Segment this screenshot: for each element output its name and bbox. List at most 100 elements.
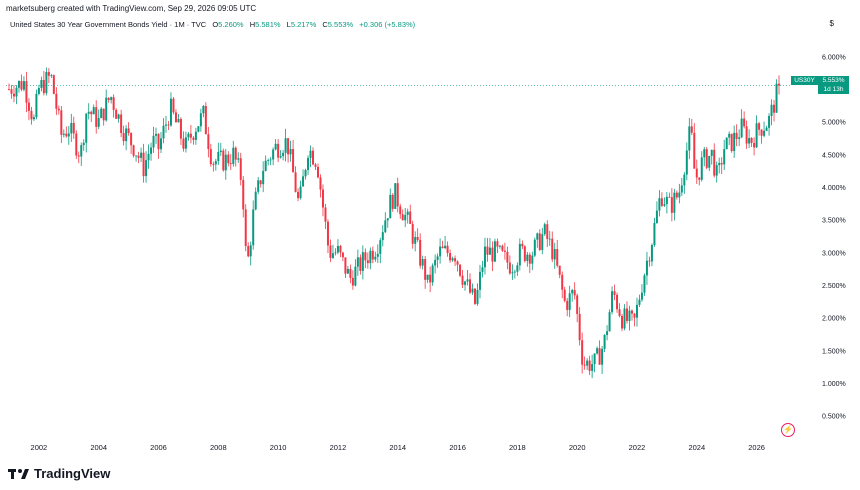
candle-body bbox=[675, 192, 678, 198]
candle-body bbox=[663, 204, 666, 206]
candle-body bbox=[648, 260, 651, 262]
candle-body bbox=[107, 97, 110, 101]
high-label: H bbox=[249, 20, 256, 29]
brand-name: TradingView bbox=[34, 466, 111, 481]
candle-body bbox=[197, 126, 200, 132]
candle-body bbox=[164, 124, 167, 126]
candle-body bbox=[247, 246, 250, 257]
candle-body bbox=[359, 257, 362, 271]
candle-body bbox=[638, 299, 641, 305]
candle-body bbox=[376, 253, 379, 257]
candle-body bbox=[389, 194, 392, 219]
y-tick-label: 3.000% bbox=[822, 250, 846, 257]
candle-body bbox=[496, 241, 499, 247]
candle-body bbox=[212, 164, 215, 165]
candle-body bbox=[481, 267, 484, 272]
candle-body bbox=[364, 252, 367, 261]
candle-body bbox=[645, 260, 648, 276]
candle-body bbox=[528, 254, 531, 264]
tradingview-brand[interactable]: TradingView bbox=[8, 466, 110, 481]
candle-body bbox=[135, 155, 138, 157]
candle-body bbox=[87, 111, 90, 114]
candle-body bbox=[326, 221, 329, 246]
candle-body bbox=[130, 133, 133, 146]
candle-body bbox=[670, 197, 673, 213]
candle-body bbox=[254, 191, 257, 210]
candle-body bbox=[117, 114, 120, 119]
candle-body bbox=[262, 170, 265, 185]
candle-body bbox=[653, 222, 656, 245]
candle-body bbox=[120, 114, 123, 134]
price-marker: 5.553% 1d 13h bbox=[818, 76, 849, 94]
candle-body bbox=[192, 137, 195, 140]
candle-body bbox=[461, 275, 464, 285]
candle-body bbox=[90, 111, 93, 115]
candle-body bbox=[316, 166, 319, 178]
candle-body bbox=[294, 172, 297, 192]
candle-body bbox=[488, 247, 491, 255]
candle-body bbox=[688, 126, 691, 151]
candle-body bbox=[267, 160, 270, 161]
candle-body bbox=[224, 154, 227, 171]
candle-body bbox=[92, 107, 95, 115]
candle-body bbox=[411, 223, 414, 244]
candle-body bbox=[67, 133, 70, 137]
x-tick-label: 2024 bbox=[688, 443, 705, 452]
candle-body bbox=[758, 123, 761, 130]
candle-body bbox=[563, 289, 566, 301]
candle-body bbox=[279, 156, 282, 158]
candle-body bbox=[269, 159, 272, 161]
x-tick-label: 2010 bbox=[270, 443, 287, 452]
candle-body bbox=[635, 304, 638, 318]
candle-body bbox=[374, 256, 377, 260]
candle-body bbox=[60, 110, 63, 135]
x-tick-label: 2008 bbox=[210, 443, 227, 452]
candle-body bbox=[733, 132, 736, 152]
candle-body bbox=[431, 265, 434, 283]
candle-body bbox=[426, 274, 429, 280]
candle-body bbox=[187, 133, 190, 138]
candle-body bbox=[396, 183, 399, 207]
candle-body bbox=[346, 268, 349, 274]
currency-label[interactable]: $ bbox=[829, 19, 834, 28]
candle-body bbox=[75, 133, 78, 156]
candle-body bbox=[329, 245, 332, 258]
symbol-description[interactable]: United States 30 Year Government Bonds Y… bbox=[10, 20, 207, 29]
candle-body bbox=[399, 206, 402, 215]
lightning-bolt-icon[interactable]: ⚡ bbox=[781, 423, 795, 437]
candle-body bbox=[561, 274, 564, 290]
candle-body bbox=[237, 158, 240, 160]
candle-body bbox=[596, 348, 599, 354]
candle-body bbox=[608, 312, 611, 332]
candle-body bbox=[127, 128, 130, 134]
candle-body bbox=[361, 252, 364, 271]
candle-body bbox=[503, 250, 506, 252]
candle-body bbox=[80, 145, 83, 157]
candle-body bbox=[501, 245, 504, 251]
candle-body bbox=[204, 105, 207, 135]
candle-body bbox=[264, 160, 267, 171]
y-tick-label: 1.000% bbox=[822, 381, 846, 388]
candle-body bbox=[140, 152, 143, 158]
candle-body bbox=[157, 133, 160, 150]
candle-body bbox=[643, 275, 646, 293]
candle-body bbox=[324, 207, 327, 222]
candle-body bbox=[456, 261, 459, 265]
candle-body bbox=[55, 93, 58, 109]
candle-body bbox=[491, 247, 494, 262]
candle-body bbox=[685, 150, 688, 175]
candle-body bbox=[105, 97, 108, 121]
candle-body bbox=[728, 133, 731, 138]
candle-body bbox=[169, 98, 172, 126]
symbol-legend: United States 30 Year Government Bonds Y… bbox=[10, 20, 415, 29]
candle-body bbox=[446, 245, 449, 254]
candle-body bbox=[341, 252, 344, 258]
x-tick-label: 2002 bbox=[31, 443, 48, 452]
candle-body bbox=[37, 87, 40, 94]
candle-body bbox=[568, 293, 571, 310]
candle-body bbox=[369, 250, 372, 264]
candle-body bbox=[478, 271, 481, 290]
candle-body bbox=[284, 138, 287, 153]
candle-body bbox=[259, 180, 262, 185]
